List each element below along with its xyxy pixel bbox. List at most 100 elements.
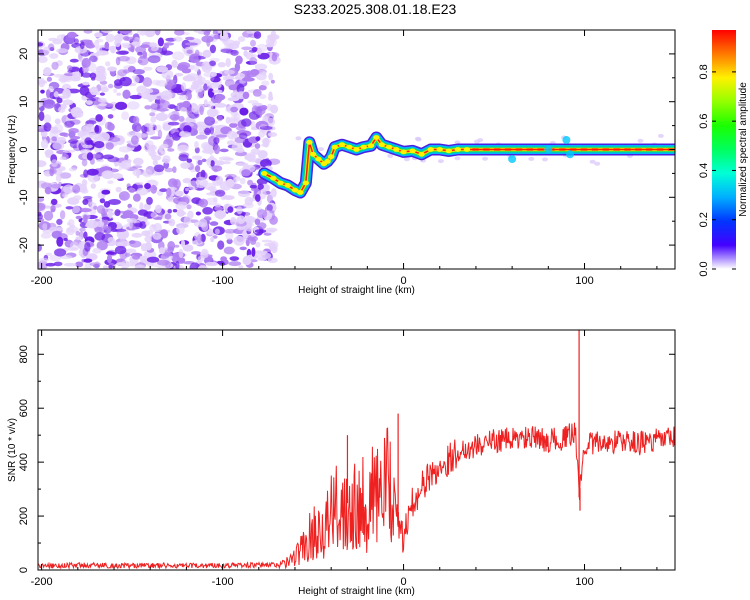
noise-blob <box>178 95 189 101</box>
noise-blob <box>213 34 221 40</box>
noise-blob <box>122 69 130 74</box>
noise-blob <box>59 156 67 161</box>
track-node <box>393 147 400 152</box>
chart-title: S233.2025.308.01.18.E23 <box>293 1 457 17</box>
track-node <box>427 147 434 152</box>
noise-blob <box>139 55 145 59</box>
noise-blob <box>94 226 103 234</box>
noise-blob <box>175 223 189 229</box>
noise-blob <box>241 118 252 127</box>
noise-blob <box>38 197 45 202</box>
noise-blob <box>228 261 242 267</box>
noise-blob <box>94 232 106 241</box>
colorbar-tick-label: 0.2 <box>698 212 710 227</box>
noise-blob <box>261 239 273 243</box>
noise-blob <box>95 47 103 52</box>
noise-blob <box>202 79 211 85</box>
noise-blob <box>53 91 59 98</box>
noise-blob <box>153 164 165 173</box>
noise-blob <box>198 198 208 208</box>
noise-blob <box>250 69 260 76</box>
noise-blob <box>55 174 62 182</box>
noise-blob <box>209 44 216 54</box>
x-tick-label: -200 <box>31 275 53 287</box>
noise-blob <box>249 184 258 189</box>
noise-blob <box>147 55 161 64</box>
noise-blob <box>43 104 55 109</box>
noise-blob <box>125 248 137 254</box>
noise-blob <box>38 111 45 122</box>
colorbar-tick-label: 0.0 <box>698 261 710 276</box>
noise-blob <box>158 247 166 255</box>
noise-blob <box>96 38 104 43</box>
noise-blob <box>264 44 274 48</box>
noise-blob <box>53 261 63 267</box>
noise-blob <box>217 61 226 68</box>
noise-blob <box>141 124 148 133</box>
noise-blob <box>193 85 205 92</box>
noise-blob <box>589 159 596 164</box>
noise-blob <box>205 261 219 267</box>
noise-blob <box>49 53 59 59</box>
noise-blob <box>107 237 115 243</box>
noise-blob <box>42 223 48 231</box>
noise-blob <box>119 232 127 242</box>
noise-blob <box>241 169 251 177</box>
noise-blob <box>75 261 84 268</box>
noise-blob <box>38 160 47 168</box>
noise-blob <box>62 88 71 99</box>
noise-blob <box>269 34 276 44</box>
noise-blob <box>167 208 172 214</box>
x-tick-label: -100 <box>212 275 234 287</box>
noise-blob <box>206 158 211 166</box>
y-tick-label: 20 <box>18 48 30 60</box>
noise-blob <box>113 88 118 93</box>
track-node <box>367 143 375 149</box>
noise-blob <box>83 258 93 263</box>
noise-blob <box>63 237 68 242</box>
noise-blob <box>126 131 134 137</box>
noise-blob <box>214 160 225 166</box>
noise-blob <box>252 89 262 97</box>
noise-blob <box>182 178 192 184</box>
x-tick-label: -100 <box>212 576 234 588</box>
noise-blob <box>132 69 145 75</box>
noise-blob <box>201 61 211 70</box>
noise-blob <box>94 125 102 134</box>
noise-blob <box>184 78 197 82</box>
noise-blob <box>265 227 278 232</box>
noise-blob <box>98 97 107 103</box>
noise-blob <box>162 252 173 257</box>
track-node <box>436 147 443 152</box>
track-node <box>270 175 277 181</box>
track-node <box>373 135 380 140</box>
noise-blob <box>259 94 267 100</box>
noise-blob <box>105 61 111 67</box>
noise-blob <box>206 108 218 118</box>
noise-blob <box>254 229 267 234</box>
colorbar <box>712 30 736 269</box>
noise-blob <box>107 180 114 184</box>
noise-blob <box>102 265 109 269</box>
noise-blob <box>180 106 189 113</box>
noise-blob <box>49 166 55 177</box>
noise-blob <box>181 82 187 92</box>
noise-blob <box>52 141 65 150</box>
noise-blob <box>140 30 146 36</box>
noise-blob <box>209 221 219 226</box>
noise-blob <box>132 169 142 177</box>
noise-blob <box>46 89 51 99</box>
noise-blob <box>69 241 79 250</box>
colorbar-tick-label: 0.4 <box>698 163 710 178</box>
noise-blob <box>175 260 180 269</box>
noise-blob <box>83 30 93 34</box>
noise-blob <box>160 229 169 239</box>
noise-blob <box>212 89 223 94</box>
noise-blob <box>79 41 85 50</box>
noise-blob <box>235 72 245 79</box>
noise-blob <box>157 37 164 47</box>
noise-blob <box>86 152 94 161</box>
noise-blob <box>243 202 254 209</box>
noise-blob <box>186 204 192 210</box>
noise-blob <box>122 210 134 219</box>
